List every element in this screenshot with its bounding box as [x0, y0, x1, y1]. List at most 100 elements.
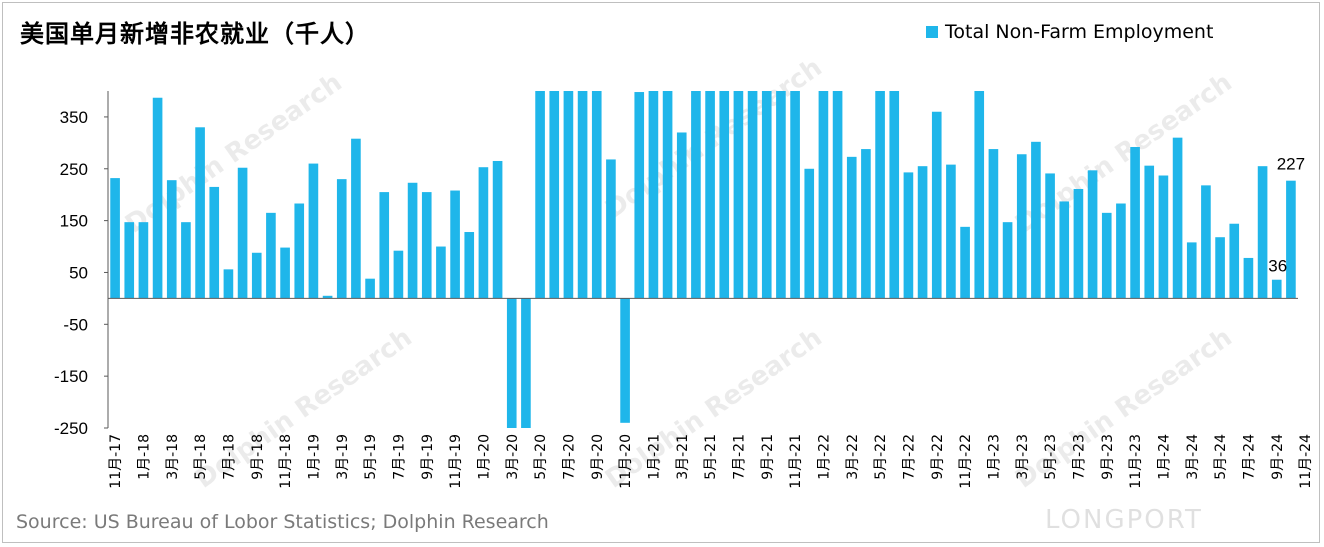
- x-tick-label: 1月-20: [476, 434, 492, 480]
- bar: [1130, 146, 1140, 299]
- x-tick-label: 3月-19: [335, 434, 351, 480]
- bar: [563, 91, 574, 299]
- bar: [917, 166, 928, 299]
- bar: [1045, 173, 1055, 299]
- x-tick-label: 11月-19: [448, 434, 464, 489]
- bar: [1144, 165, 1155, 299]
- x-tick-label: 5月-18: [193, 434, 209, 480]
- bar: [251, 252, 262, 299]
- bar: [223, 269, 234, 299]
- x-tick-label: 9月-19: [420, 434, 436, 480]
- x-tick-label: 3月-18: [165, 434, 181, 480]
- bar: [407, 182, 418, 299]
- y-tick-label: -250: [54, 419, 88, 438]
- bar: [436, 246, 446, 299]
- bar: [336, 179, 347, 299]
- x-tick-label: 9月-24: [1270, 434, 1286, 480]
- bar: [733, 91, 744, 299]
- bar: [308, 163, 319, 299]
- bar: [705, 91, 715, 299]
- bar: [1201, 185, 1211, 299]
- x-tick-label: 11月-23: [1128, 434, 1144, 489]
- bar: [974, 91, 985, 299]
- bar: [960, 226, 970, 299]
- bar: [1073, 188, 1084, 299]
- source-note: Source: US Bureau of Lobor Statistics; D…: [16, 511, 549, 533]
- bar: [181, 222, 191, 299]
- bar: [237, 167, 248, 299]
- bar: [1286, 180, 1296, 299]
- bar: [379, 192, 390, 299]
- y-tick-label: 250: [60, 160, 88, 179]
- bar: [1158, 175, 1169, 299]
- data-label: 36: [1268, 257, 1287, 276]
- bar: [195, 127, 205, 299]
- y-tick-label: 50: [69, 263, 88, 282]
- x-tick-label: 7月-23: [1071, 434, 1087, 480]
- x-tick-label: 9月-22: [930, 434, 946, 480]
- x-tick-label: 9月-23: [1100, 434, 1116, 480]
- x-tick-label: 5月-22: [873, 434, 889, 480]
- legend-swatch: [926, 26, 938, 38]
- bar: [535, 91, 545, 299]
- bar: [818, 91, 829, 299]
- bar: [846, 156, 857, 299]
- bar: [606, 159, 616, 299]
- x-tick-label: 1月-19: [306, 434, 322, 480]
- x-tick-label: 9月-21: [760, 434, 776, 480]
- bar: [776, 91, 786, 299]
- bar: [365, 278, 375, 299]
- bar: [1271, 279, 1282, 299]
- bar: [322, 295, 333, 299]
- data-label: 227: [1277, 155, 1305, 174]
- chart-title: 美国单月新增非农就业（千人）: [20, 20, 370, 48]
- x-tick-label: 11月-17: [108, 434, 124, 489]
- bar: [861, 149, 871, 299]
- x-tick-label: 3月-23: [1015, 434, 1031, 480]
- bar: [1059, 201, 1070, 299]
- x-tick-label: 5月-21: [703, 434, 719, 480]
- bar: [1101, 212, 1112, 299]
- x-tick-label: 5月-19: [363, 434, 379, 480]
- legend-label: Total Non-Farm Employment: [945, 21, 1214, 43]
- bar: [832, 91, 843, 299]
- bar: [662, 91, 673, 299]
- bar: [790, 91, 800, 299]
- bar: [676, 132, 687, 299]
- bar: [1257, 166, 1268, 299]
- legend: Total Non-Farm Employment: [926, 21, 1213, 43]
- y-tick-label: 150: [60, 212, 88, 231]
- bar: [875, 91, 885, 299]
- longport-logo-watermark: LONGPORT: [1045, 505, 1203, 535]
- x-tick-label: 11月-21: [788, 434, 804, 489]
- bar: [648, 91, 659, 299]
- x-tick-label: 1月-24: [1156, 434, 1172, 480]
- bar: [1215, 237, 1225, 299]
- bar: [549, 91, 560, 299]
- bar: [1229, 223, 1240, 299]
- bar: [591, 91, 602, 299]
- x-tick-label: 3月-22: [845, 434, 861, 480]
- bar: [1087, 170, 1098, 299]
- bar: [691, 91, 701, 299]
- bar: [110, 178, 120, 299]
- bar: [521, 298, 531, 428]
- bar: [1243, 257, 1254, 299]
- bar: [903, 172, 914, 299]
- x-tick-label: 3月-20: [505, 434, 521, 480]
- y-tick-label: -50: [63, 315, 88, 334]
- bar: [1172, 137, 1183, 299]
- x-tick-label: 11月-24: [1298, 434, 1314, 489]
- bar: [946, 164, 956, 299]
- x-tick-label: 1月-21: [646, 434, 662, 480]
- x-tick-label: 11月-22: [958, 434, 974, 489]
- bar: [577, 91, 588, 299]
- bar: [804, 168, 815, 299]
- bar: [464, 232, 475, 299]
- bar: [1016, 154, 1027, 299]
- x-tick-label: 1月-22: [816, 434, 832, 480]
- y-tick-label: -150: [54, 367, 88, 386]
- bar: [620, 298, 630, 423]
- x-tick-label: 7月-19: [391, 434, 407, 480]
